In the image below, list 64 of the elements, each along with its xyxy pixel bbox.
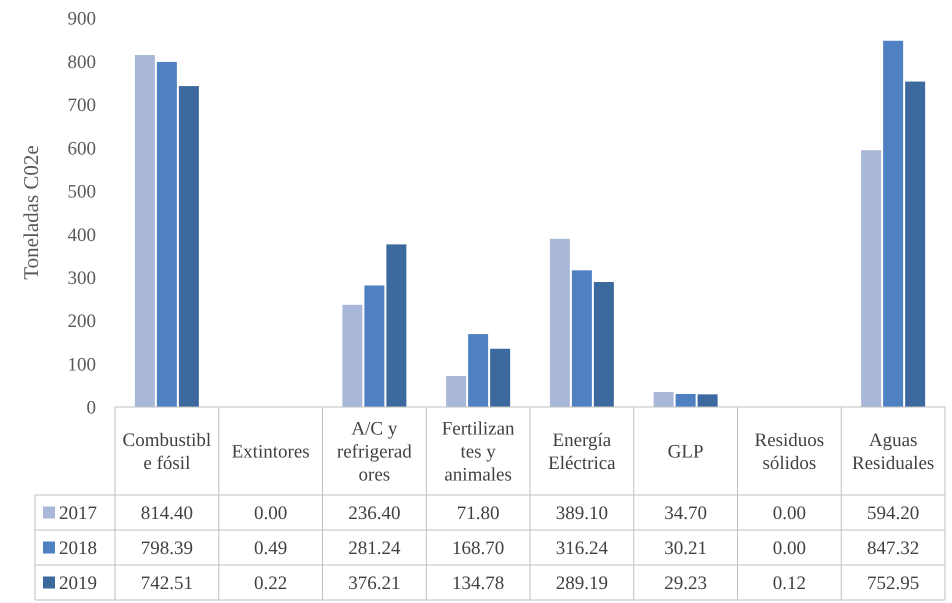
bar: [572, 270, 592, 407]
x-tick-label: Energía Eléctrica: [548, 430, 616, 474]
bar: [386, 244, 406, 407]
bar: [156, 62, 177, 407]
y-tick-label: 400: [68, 224, 96, 246]
data-label: 814.40: [140, 503, 193, 524]
y-tick-label: 100: [68, 354, 96, 376]
bar: [446, 376, 466, 407]
bar: [594, 282, 614, 407]
x-tick-label: Residuos sólidos: [754, 430, 824, 474]
data-label: 376.21: [348, 573, 400, 594]
x-tick-label: Combustible fósil: [122, 430, 212, 474]
data-label: 389.10: [556, 503, 608, 524]
y-tick-label: 700: [68, 95, 96, 116]
y-tick-label: 300: [68, 268, 96, 289]
data-label: 0.00: [772, 538, 806, 560]
y-tick-label: 200: [68, 311, 96, 332]
bar: [364, 285, 384, 407]
x-tick-label: Extintores: [232, 442, 310, 463]
data-label: 316.24: [556, 538, 608, 560]
y-tick-label: 900: [68, 8, 96, 30]
data-label: 0.00: [772, 503, 806, 524]
x-tick-label: Fertilizantes y animales: [442, 418, 516, 486]
data-label: 742.51: [140, 573, 193, 594]
bar: [490, 348, 510, 407]
y-tick-label: 800: [68, 52, 96, 73]
data-label: 168.70: [452, 538, 504, 560]
bar: [134, 55, 155, 407]
bar: [698, 394, 718, 407]
data-label: 0.12: [772, 573, 806, 594]
bar: [654, 392, 674, 407]
bar: [342, 304, 362, 407]
data-label: 289.19: [556, 573, 608, 594]
data-label: 71.80: [456, 503, 500, 524]
bar: [883, 40, 904, 407]
bar: [676, 394, 696, 407]
data-label: 594.20: [867, 503, 920, 524]
y-axis-title: Toneladas C02e: [19, 145, 43, 280]
legend-label: 2018: [59, 538, 97, 560]
y-tick-label: 0: [86, 398, 96, 419]
data-label: 34.70: [664, 503, 707, 524]
x-tick-label: GLP: [668, 442, 704, 463]
bar: [468, 334, 488, 407]
data-label: 847.32: [867, 538, 920, 560]
data-label: 134.78: [452, 573, 504, 594]
legend-label: 2017: [59, 503, 97, 524]
y-tick-label: 600: [68, 138, 96, 160]
bar: [861, 150, 882, 407]
x-tick-label: Aguas Residuales: [852, 430, 934, 474]
data-label: 0.00: [254, 503, 288, 524]
data-label: 752.95: [867, 573, 920, 594]
bar: [905, 82, 926, 407]
x-tick-label: A/C y refrigeradores: [336, 418, 412, 486]
data-label: 281.24: [348, 538, 401, 560]
data-label: 236.40: [348, 503, 400, 524]
data-label: 0.22: [254, 573, 288, 594]
y-tick-label: 500: [68, 182, 96, 203]
data-label: 29.23: [664, 573, 707, 594]
legend-label: 2019: [59, 573, 97, 594]
data-label: 798.39: [140, 538, 193, 560]
bar: [550, 238, 570, 407]
bar: [178, 86, 199, 407]
data-label: 30.21: [664, 538, 707, 560]
data-label: 0.49: [254, 538, 288, 560]
